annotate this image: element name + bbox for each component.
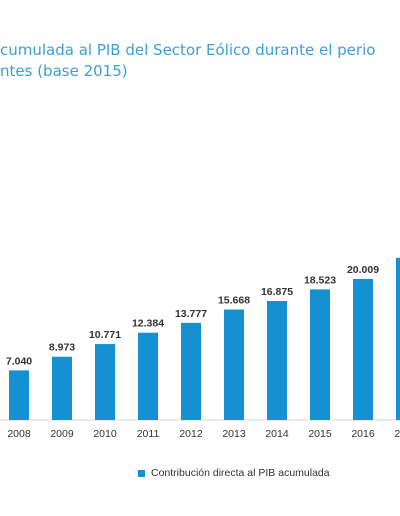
x-tick-label-2014: 2014 — [265, 428, 289, 440]
legend-label: Contribución directa al PIB acumulada — [151, 467, 330, 479]
x-tick-label-2016: 2016 — [351, 428, 375, 440]
data-label-2015: 18.523 — [304, 274, 336, 286]
data-label-2011: 12.384 — [132, 318, 164, 330]
chart-title: cumulada al PIB del Sector Eólico durant… — [0, 40, 400, 82]
data-label-2014: 16.875 — [261, 286, 293, 298]
bar-2009 — [52, 356, 72, 420]
chart-legend: Contribución directa al PIB acumulada — [138, 467, 330, 479]
x-tick-label-2010: 2010 — [93, 428, 117, 440]
bar-2010 — [95, 344, 115, 420]
x-tick-label-2009: 2009 — [50, 428, 74, 440]
data-label-2009: 8.973 — [49, 342, 75, 354]
bar-2015 — [310, 289, 330, 420]
bar-2011 — [138, 332, 158, 420]
data-label-2008: 7.040 — [6, 355, 32, 367]
x-tick-label-2013: 2013 — [222, 428, 246, 440]
data-label-2010: 10.771 — [89, 329, 121, 341]
bar-2012 — [181, 322, 201, 420]
bar-2014 — [267, 301, 287, 420]
bar-2008 — [9, 370, 29, 420]
data-label-2016: 20.009 — [347, 264, 379, 276]
x-tick-label-2011: 2011 — [137, 428, 160, 440]
data-label-2013: 15.668 — [218, 295, 250, 307]
chart-title-line-2: ntes (base 2015) — [0, 62, 128, 80]
bar-2013 — [224, 309, 244, 420]
legend-swatch — [138, 469, 145, 477]
x-tick-label-2017: 2017 — [394, 428, 400, 440]
bar-2017 — [396, 257, 400, 420]
data-label-2012: 13.777 — [175, 308, 207, 320]
x-tick-label-2012: 2012 — [179, 428, 203, 440]
x-tick-label-2015: 2015 — [308, 428, 332, 440]
bar-2016 — [353, 278, 373, 420]
x-tick-label-2008: 2008 — [7, 428, 31, 440]
chart-title-line-1: cumulada al PIB del Sector Eólico durant… — [0, 41, 376, 59]
